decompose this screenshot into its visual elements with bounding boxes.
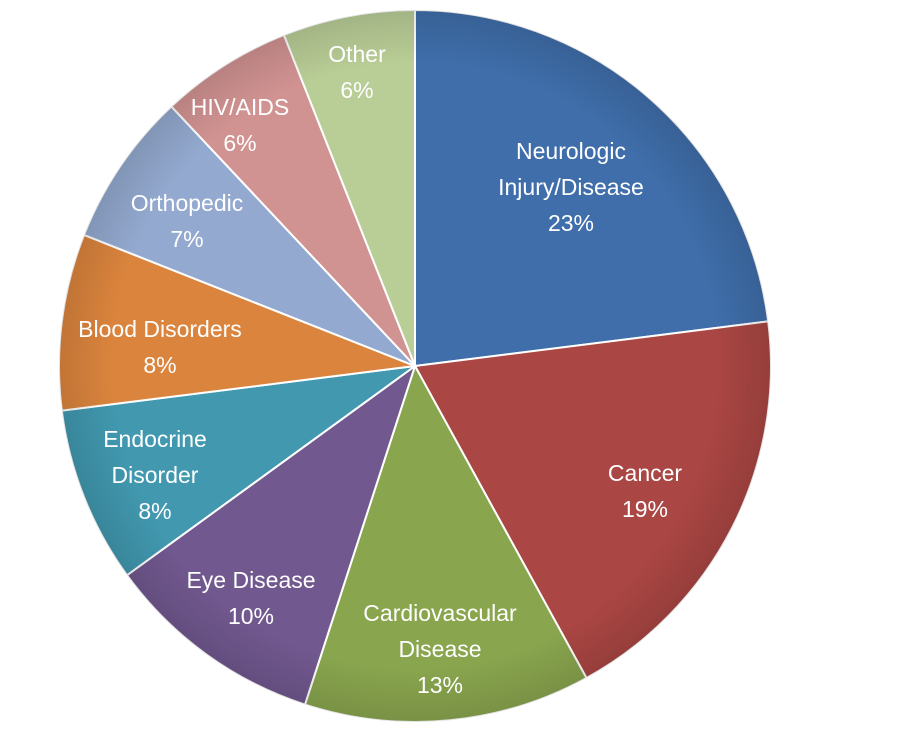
pie-slice-label-line: 10% — [228, 603, 274, 629]
pie-slice-label-line: Orthopedic — [131, 190, 244, 216]
pie-slice-label-line: Disorder — [112, 462, 199, 488]
pie-slice-label-line: 19% — [622, 496, 668, 522]
pie-slice-label-5: Blood Disorders 8% — [78, 316, 242, 378]
pie-slice-label-line: 8% — [138, 498, 171, 524]
pie-slice-label-line: Cardiovascular — [363, 600, 517, 626]
pie-slice-label-line: Injury/Disease — [498, 174, 644, 200]
pie-slice-label-line: 6% — [340, 77, 373, 103]
pie-slice-label-line: 8% — [143, 352, 176, 378]
pie-slice-label-6: Orthopedic 7% — [131, 190, 244, 252]
pie-labels: Neurologic Injury/Disease 23% Cancer 19% Card… — [78, 41, 682, 698]
pie-slice-label-line: 7% — [170, 226, 203, 252]
pie-slice-label-2: Cardiovascular Disease 13% — [363, 600, 517, 698]
pie-slice-label-line: Blood Disorders — [78, 316, 242, 342]
pie-slice-label-0: Neurologic Injury/Disease 23% — [498, 138, 644, 236]
pie-slice-label-1: Cancer 19% — [608, 460, 682, 522]
pie-slice-label-8: Other 6% — [328, 41, 386, 103]
pie-slice-label-line: Cancer — [608, 460, 682, 486]
pie-slice-label-line: Other — [328, 41, 386, 67]
pie-slice-label-line: 6% — [223, 130, 256, 156]
pie-slice-label-line: Eye Disease — [186, 567, 315, 593]
pie-slice-label-line: Endocrine — [103, 426, 207, 452]
pie-slice-label-line: Neurologic — [516, 138, 626, 164]
pie-slice-label-3: Eye Disease 10% — [186, 567, 315, 629]
pie-slice-label-line: 13% — [417, 672, 463, 698]
pie-slice-label-line: 23% — [548, 210, 594, 236]
pie-slice-label-line: Disease — [398, 636, 481, 662]
pie-slice-label-line: HIV/AIDS — [191, 94, 289, 120]
pie-slice-label-4: Endocrine Disorder 8% — [103, 426, 207, 524]
pie-slice-label-7: HIV/AIDS 6% — [191, 94, 289, 156]
